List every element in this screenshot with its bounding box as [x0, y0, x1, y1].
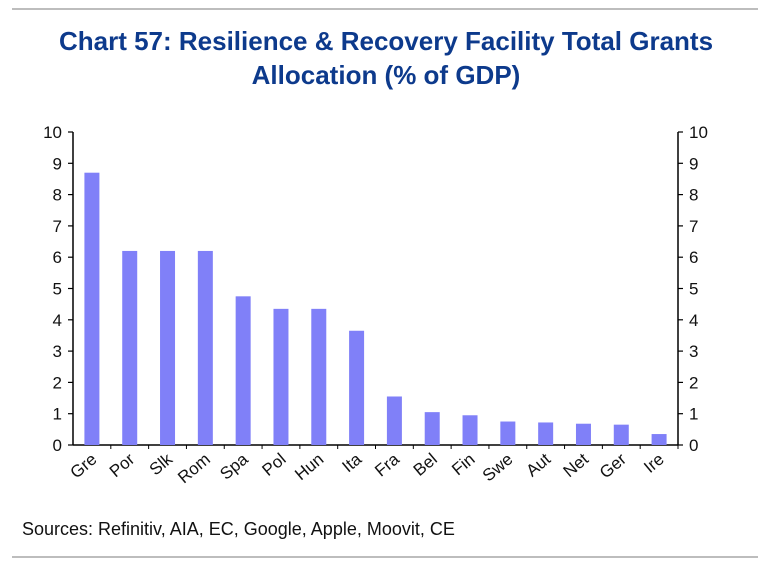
bar-rom — [197, 250, 213, 445]
left-y-tick-label: 1 — [53, 405, 62, 424]
left-y-tick-label: 10 — [43, 123, 62, 142]
left-y-tick-label: 3 — [53, 342, 62, 361]
x-tick-label: Slk — [146, 449, 177, 479]
bar-slk — [160, 250, 176, 445]
bar-swe — [500, 421, 516, 445]
chart-title: Chart 57: Resilience & Recovery Facility… — [0, 24, 772, 92]
bar-gre — [84, 172, 100, 445]
chart-title-line2: Allocation (% of GDP) — [251, 60, 521, 90]
right-y-tick-label: 10 — [689, 123, 708, 142]
x-tick-label: Fin — [448, 450, 478, 480]
x-tick-label: Hun — [291, 450, 327, 485]
bottom-rule — [12, 556, 758, 558]
x-tick-label: Por — [106, 449, 139, 481]
x-tick-label: Pol — [258, 450, 289, 480]
x-tick-label: Gre — [67, 450, 101, 483]
bar-bel — [424, 412, 440, 445]
x-tick-label: Fra — [371, 449, 403, 480]
right-y-tick-label: 6 — [689, 248, 698, 267]
bar-pol — [273, 308, 289, 445]
right-y-tick-label: 9 — [689, 154, 698, 173]
x-tick-label: Aut — [522, 449, 554, 480]
x-tick-label: Ire — [640, 450, 667, 477]
bar-fra — [386, 396, 402, 445]
right-y-tick-label: 8 — [689, 186, 698, 205]
x-tick-label: Net — [560, 449, 593, 481]
chart-title-line1: Chart 57: Resilience & Recovery Facility… — [58, 26, 714, 56]
bar-net — [575, 423, 591, 445]
bar-ire — [651, 434, 667, 445]
right-y-tick-label: 7 — [689, 217, 698, 236]
right-y-tick-label: 0 — [689, 436, 698, 455]
left-y-tick-label: 7 — [53, 217, 62, 236]
bar-aut — [538, 422, 554, 445]
bar-ger — [613, 424, 629, 445]
left-y-tick-label: 2 — [53, 373, 62, 392]
right-y-tick-label: 1 — [689, 405, 698, 424]
left-y-tick-label: 9 — [53, 154, 62, 173]
x-tick-label: Bel — [410, 450, 441, 480]
top-rule — [12, 8, 758, 10]
bar-ita — [349, 330, 365, 445]
bar-hun — [311, 308, 327, 445]
left-y-tick-label: 4 — [53, 311, 62, 330]
right-y-tick-label: 2 — [689, 373, 698, 392]
x-tick-label: Rom — [174, 450, 214, 488]
right-y-tick-label: 3 — [689, 342, 698, 361]
source-note: Sources: Refinitiv, AIA, EC, Google, App… — [22, 519, 455, 539]
left-y-tick-label: 6 — [53, 248, 62, 267]
x-tick-label: Ita — [338, 449, 365, 476]
x-tick-label: Spa — [216, 449, 252, 483]
x-tick-label: Ger — [596, 449, 630, 482]
x-tick-label: Swe — [479, 450, 517, 486]
left-y-tick-label: 8 — [53, 186, 62, 205]
bar-spa — [235, 296, 251, 445]
bar-fin — [462, 415, 478, 445]
right-y-tick-label: 4 — [689, 311, 698, 330]
left-y-tick-label: 0 — [53, 436, 62, 455]
bar-por — [122, 250, 138, 445]
right-y-tick-label: 5 — [689, 280, 698, 299]
left-y-tick-label: 5 — [53, 280, 62, 299]
